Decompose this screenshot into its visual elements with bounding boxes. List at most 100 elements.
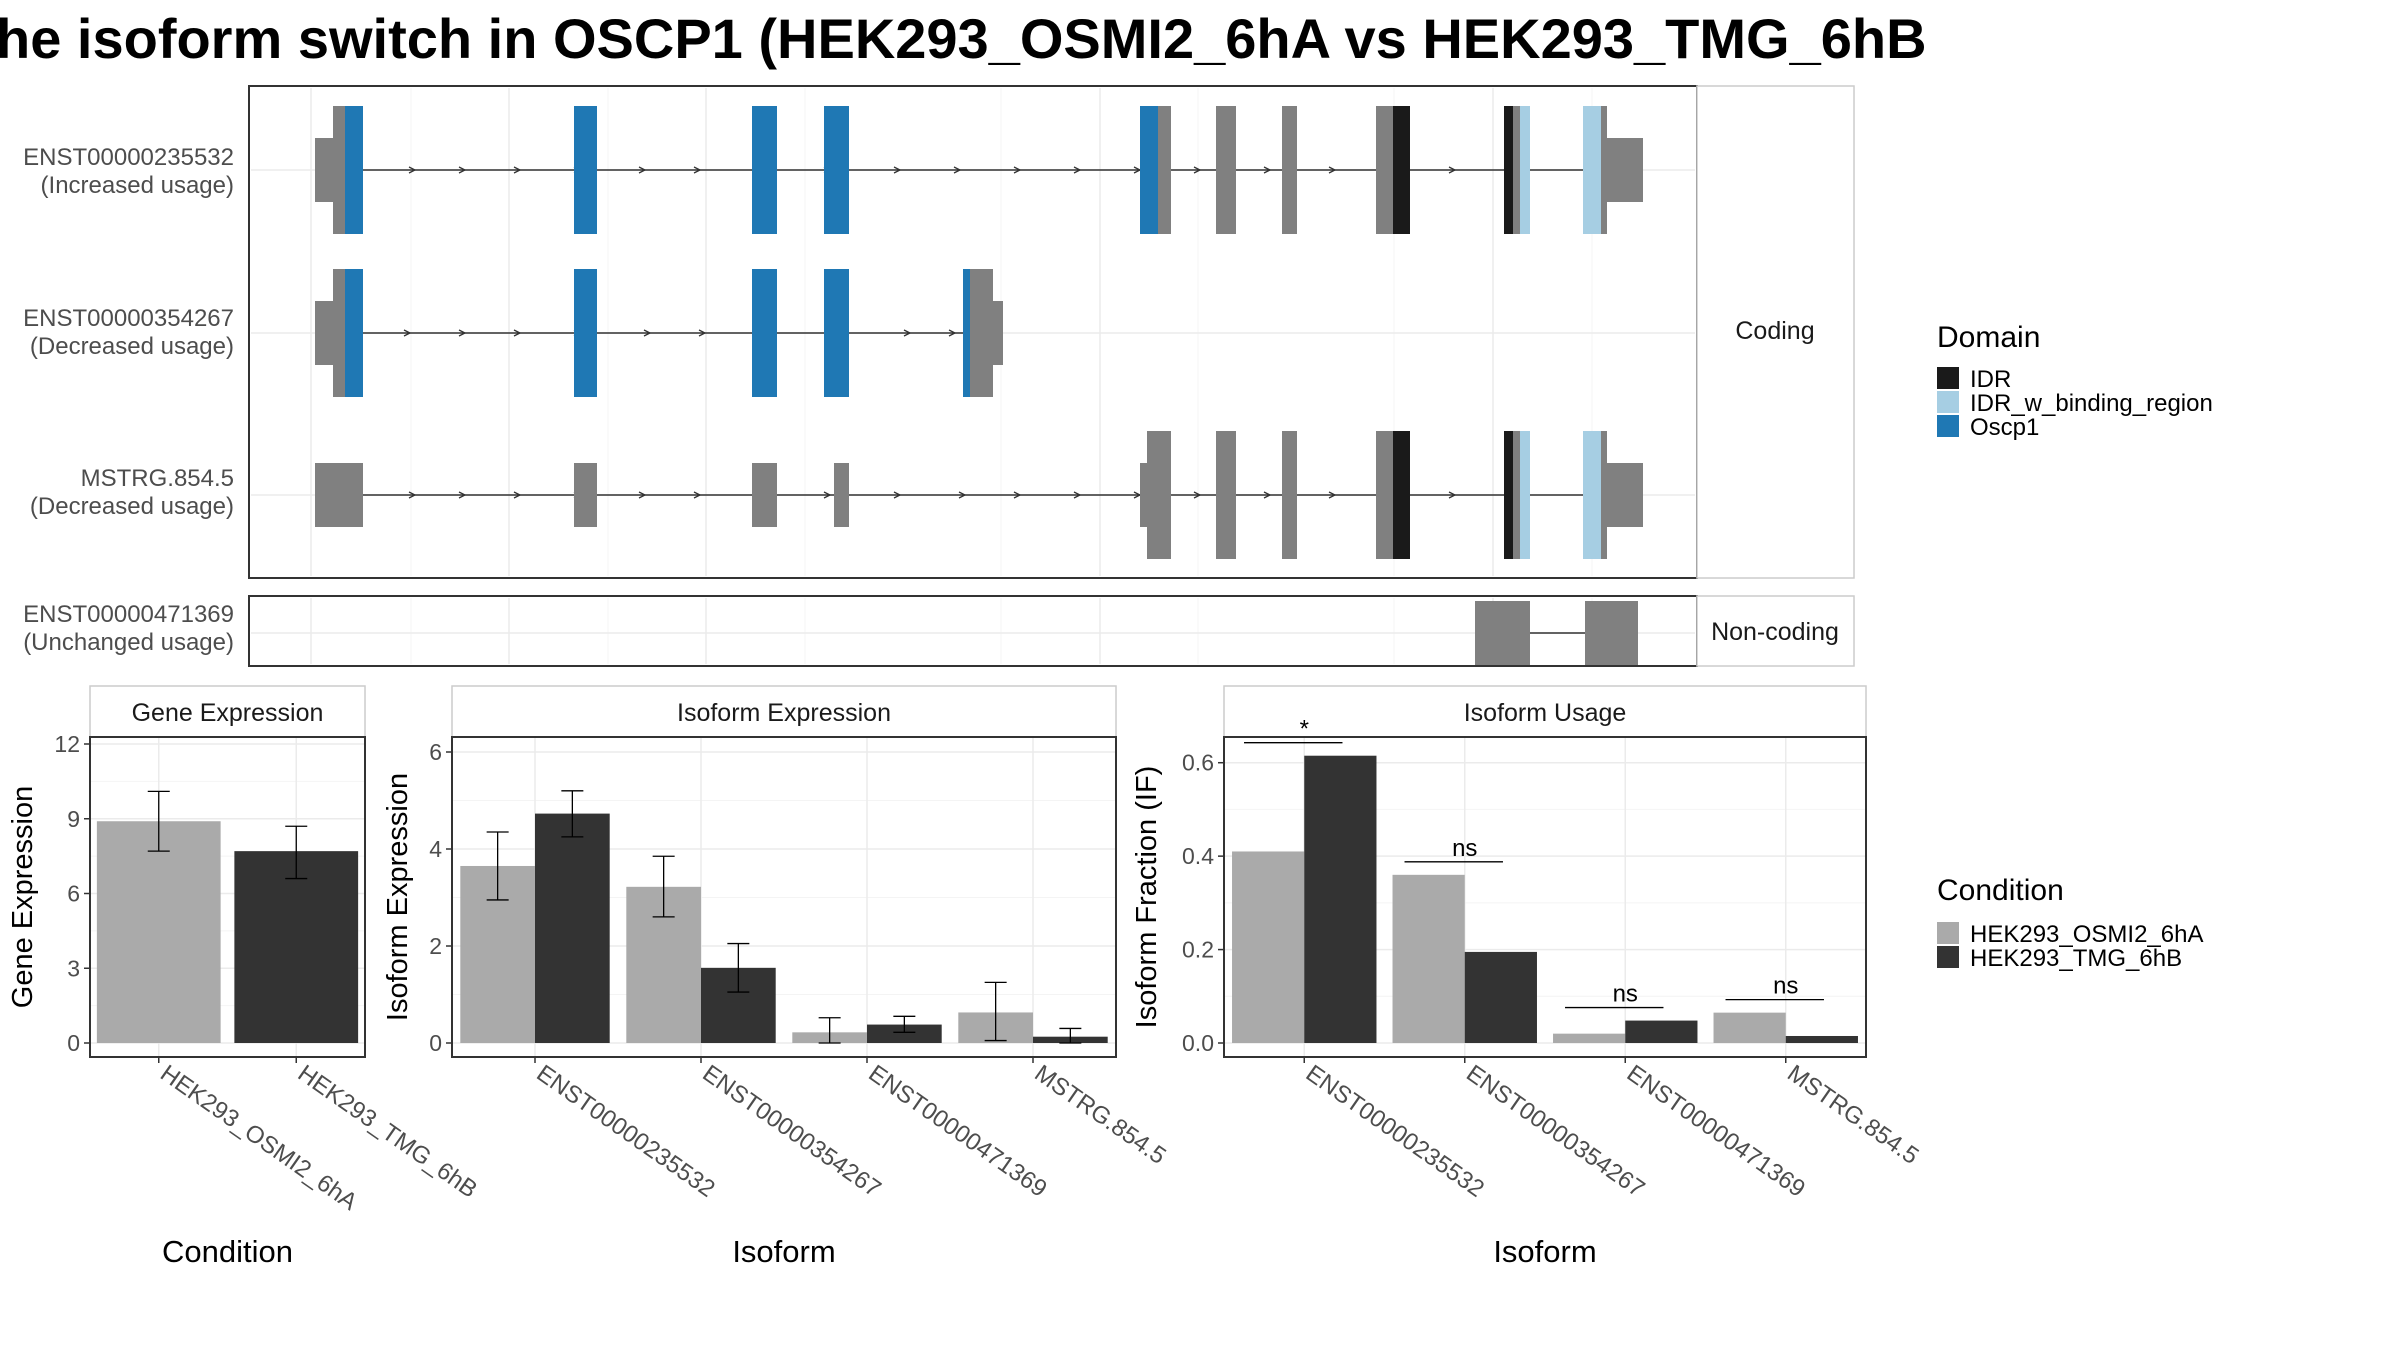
track-mstrg-854-5-strand-arrow bbox=[1328, 491, 1337, 499]
y-tick-label: 12 bbox=[54, 731, 80, 757]
track-mstrg-854-5-strand-arrow bbox=[1448, 491, 1457, 499]
track-mstrg-854-5-strand-arrow bbox=[893, 491, 902, 499]
legend-label-osmi2: HEK293_OSMI2_6hA bbox=[1970, 921, 2203, 948]
track-enst00000235532-strand-arrow bbox=[513, 166, 522, 174]
track-enst00000235532-utr-exon bbox=[333, 106, 345, 234]
legend-swatch-idr-w-binding-region bbox=[1937, 391, 1959, 413]
track-mstrg-854-5-strand-arrow bbox=[1013, 491, 1022, 499]
transcript-label-3-usage: (Decreased usage) bbox=[30, 493, 234, 520]
bar-HEK293_TMG_6hB-ENST00000471369 bbox=[867, 1024, 942, 1043]
y-tick-label: 0 bbox=[67, 1030, 80, 1056]
track-enst00000235532-utr-exon bbox=[315, 138, 333, 202]
gene-expression-chart: Gene Expression036912HEK293_OSMI2_6hAHEK… bbox=[7, 685, 482, 1269]
track-enst00000235532-strand-arrow bbox=[458, 166, 467, 174]
track-enst00000354267-oscp1-domain-exon bbox=[752, 269, 777, 397]
track-mstrg-854-5-utr-exon bbox=[752, 463, 777, 527]
transcript-label-2-usage: (Decreased usage) bbox=[30, 333, 234, 360]
track-enst00000235532-strand-arrow bbox=[893, 166, 902, 174]
y-tick-label: 3 bbox=[67, 955, 80, 981]
track-enst00000235532-strand-arrow bbox=[1263, 166, 1272, 174]
significance-label: ns bbox=[1452, 835, 1477, 862]
y-axis-title: Isoform Fraction (IF) bbox=[1131, 766, 1163, 1029]
track-enst00000354267-oscp1-domain-exon bbox=[345, 269, 363, 397]
track-enst00000354267-oscp1-domain-exon bbox=[574, 269, 597, 397]
panel-strip-title: Isoform Expression bbox=[677, 699, 891, 727]
track-enst00000354267-strand-arrow bbox=[698, 329, 707, 337]
y-axis-title: Isoform Expression bbox=[382, 773, 414, 1021]
track-enst00000235532-strand-arrow bbox=[408, 166, 417, 174]
track-mstrg-854-5-idr-domain-exon bbox=[1504, 431, 1513, 559]
track-enst00000235532-strand-arrow bbox=[1013, 166, 1022, 174]
track-mstrg-854-5-utr-exon bbox=[315, 463, 363, 527]
x-axis-title: Condition bbox=[162, 1234, 293, 1269]
track-mstrg-854-5-cds-exon bbox=[1513, 431, 1520, 559]
figure-title: he isoform switch in OSCP1 (HEK293_OSMI2… bbox=[0, 7, 1927, 70]
track-enst00000235532-strand-arrow bbox=[1448, 166, 1457, 174]
panel-strip-title: Gene Expression bbox=[132, 699, 324, 727]
track-mstrg-854-5-strand-arrow bbox=[408, 491, 417, 499]
track-enst00000235532-cds-exon bbox=[1513, 106, 1520, 234]
significance-label: ns bbox=[1773, 973, 1798, 1000]
track-enst00000235532-oscp1-domain-exon bbox=[345, 106, 363, 234]
y-tick-label: 0.6 bbox=[1182, 750, 1214, 776]
track-enst00000354267-oscp1-domain-exon bbox=[963, 269, 970, 397]
bar-HEK293_OSMI2_6hA-ENST00000235532 bbox=[1232, 851, 1305, 1043]
condition-legend-title: Condition bbox=[1937, 874, 2064, 907]
track-enst00000235532-strand-arrow bbox=[1193, 166, 1202, 174]
transcript-label-4-id: ENST00000471369 bbox=[23, 601, 234, 628]
transcript-label-4-usage: (Unchanged usage) bbox=[23, 629, 234, 656]
track-mstrg-854-5-idr-domain-exon bbox=[1393, 431, 1410, 559]
track-enst00000235532-oscp1-domain-exon bbox=[574, 106, 597, 234]
isoform-expression-chart: Isoform Expression0246ENST00000235532ENS… bbox=[382, 685, 1171, 1269]
significance-label: ns bbox=[1613, 981, 1638, 1008]
track-mstrg-854-5-strand-arrow bbox=[823, 491, 832, 499]
track-mstrg-854-5-strand-arrow bbox=[1193, 491, 1202, 499]
track-mstrg-854-5-utr-exon bbox=[834, 463, 849, 527]
bar-HEK293_TMG_6hB-ENST00000235532 bbox=[1304, 755, 1377, 1043]
x-tick-label: MSTRG.854.5 bbox=[1782, 1060, 1923, 1170]
significance-label: * bbox=[1300, 716, 1309, 743]
noncoding-grid bbox=[251, 598, 1695, 664]
track-enst00000354267-strand-arrow bbox=[458, 329, 467, 337]
track-mstrg-854-5-cds-exon bbox=[1376, 431, 1393, 559]
coding-strip bbox=[1696, 85, 1855, 579]
transcript-label-1-usage: (Increased usage) bbox=[41, 172, 234, 199]
track-enst00000235532-idr-domain-exon bbox=[1504, 106, 1513, 234]
domain-legend: Domain IDR IDR_w_binding_region Oscp1 bbox=[1937, 321, 2213, 441]
track-enst00000354267-utr-exon bbox=[315, 301, 333, 365]
panel-strip bbox=[89, 685, 366, 738]
track-enst00000235532-strand-arrow bbox=[1328, 166, 1337, 174]
panel-border bbox=[89, 736, 366, 1058]
track-enst00000235532-cds-exon bbox=[1158, 106, 1171, 234]
track-enst00000235532-strand-arrow bbox=[953, 166, 962, 174]
y-tick-label: 0.4 bbox=[1182, 843, 1214, 869]
noncoding-strip-label: Non-coding bbox=[1711, 618, 1839, 646]
panel-strip bbox=[1223, 685, 1867, 738]
transcript-tracks bbox=[315, 106, 1643, 665]
x-axis-title: Isoform bbox=[732, 1234, 835, 1269]
track-enst00000235532-oscp1-domain-exon bbox=[752, 106, 777, 234]
track-enst00000235532-cds-exon bbox=[1282, 106, 1297, 234]
track-mstrg-854-5-cds-exon bbox=[1216, 431, 1236, 559]
bar-HEK293_OSMI2_6hA-ENST00000354267 bbox=[1392, 874, 1465, 1043]
y-axis-title: Gene Expression bbox=[7, 786, 39, 1008]
bar-HEK293_TMG_6hB-ENST00000471369 bbox=[1625, 1020, 1698, 1043]
x-tick-label: ENST00000354267 bbox=[698, 1060, 886, 1203]
x-tick-label: ENST00000235532 bbox=[532, 1060, 720, 1203]
y-tick-label: 6 bbox=[67, 881, 80, 907]
track-enst00000354267-cds-exon bbox=[970, 269, 993, 397]
bar-HEK293_TMG_6hB-ENST00000354267 bbox=[1464, 951, 1537, 1043]
legend-label-tmg: HEK293_TMG_6hB bbox=[1970, 945, 2182, 972]
transcript-label-2-id: ENST00000354267 bbox=[23, 305, 234, 332]
y-tick-label: 4 bbox=[429, 836, 442, 862]
track-mstrg-854-5-cds-exon bbox=[1282, 431, 1297, 559]
coding-strip-label: Coding bbox=[1735, 317, 1814, 345]
track-mstrg-854-5-idr-binding-exon bbox=[1583, 431, 1601, 559]
y-tick-label: 0.2 bbox=[1182, 937, 1214, 963]
bar-HEK293_TMG_6hB-HEK293_TMG_6hB bbox=[234, 851, 359, 1043]
y-tick-label: 0.0 bbox=[1182, 1030, 1214, 1056]
track-enst00000235532-idr-binding-exon bbox=[1520, 106, 1530, 234]
track-mstrg-854-5-utr-exon bbox=[1140, 463, 1147, 527]
bar-HEK293_TMG_6hB-ENST00000235532 bbox=[535, 813, 610, 1043]
